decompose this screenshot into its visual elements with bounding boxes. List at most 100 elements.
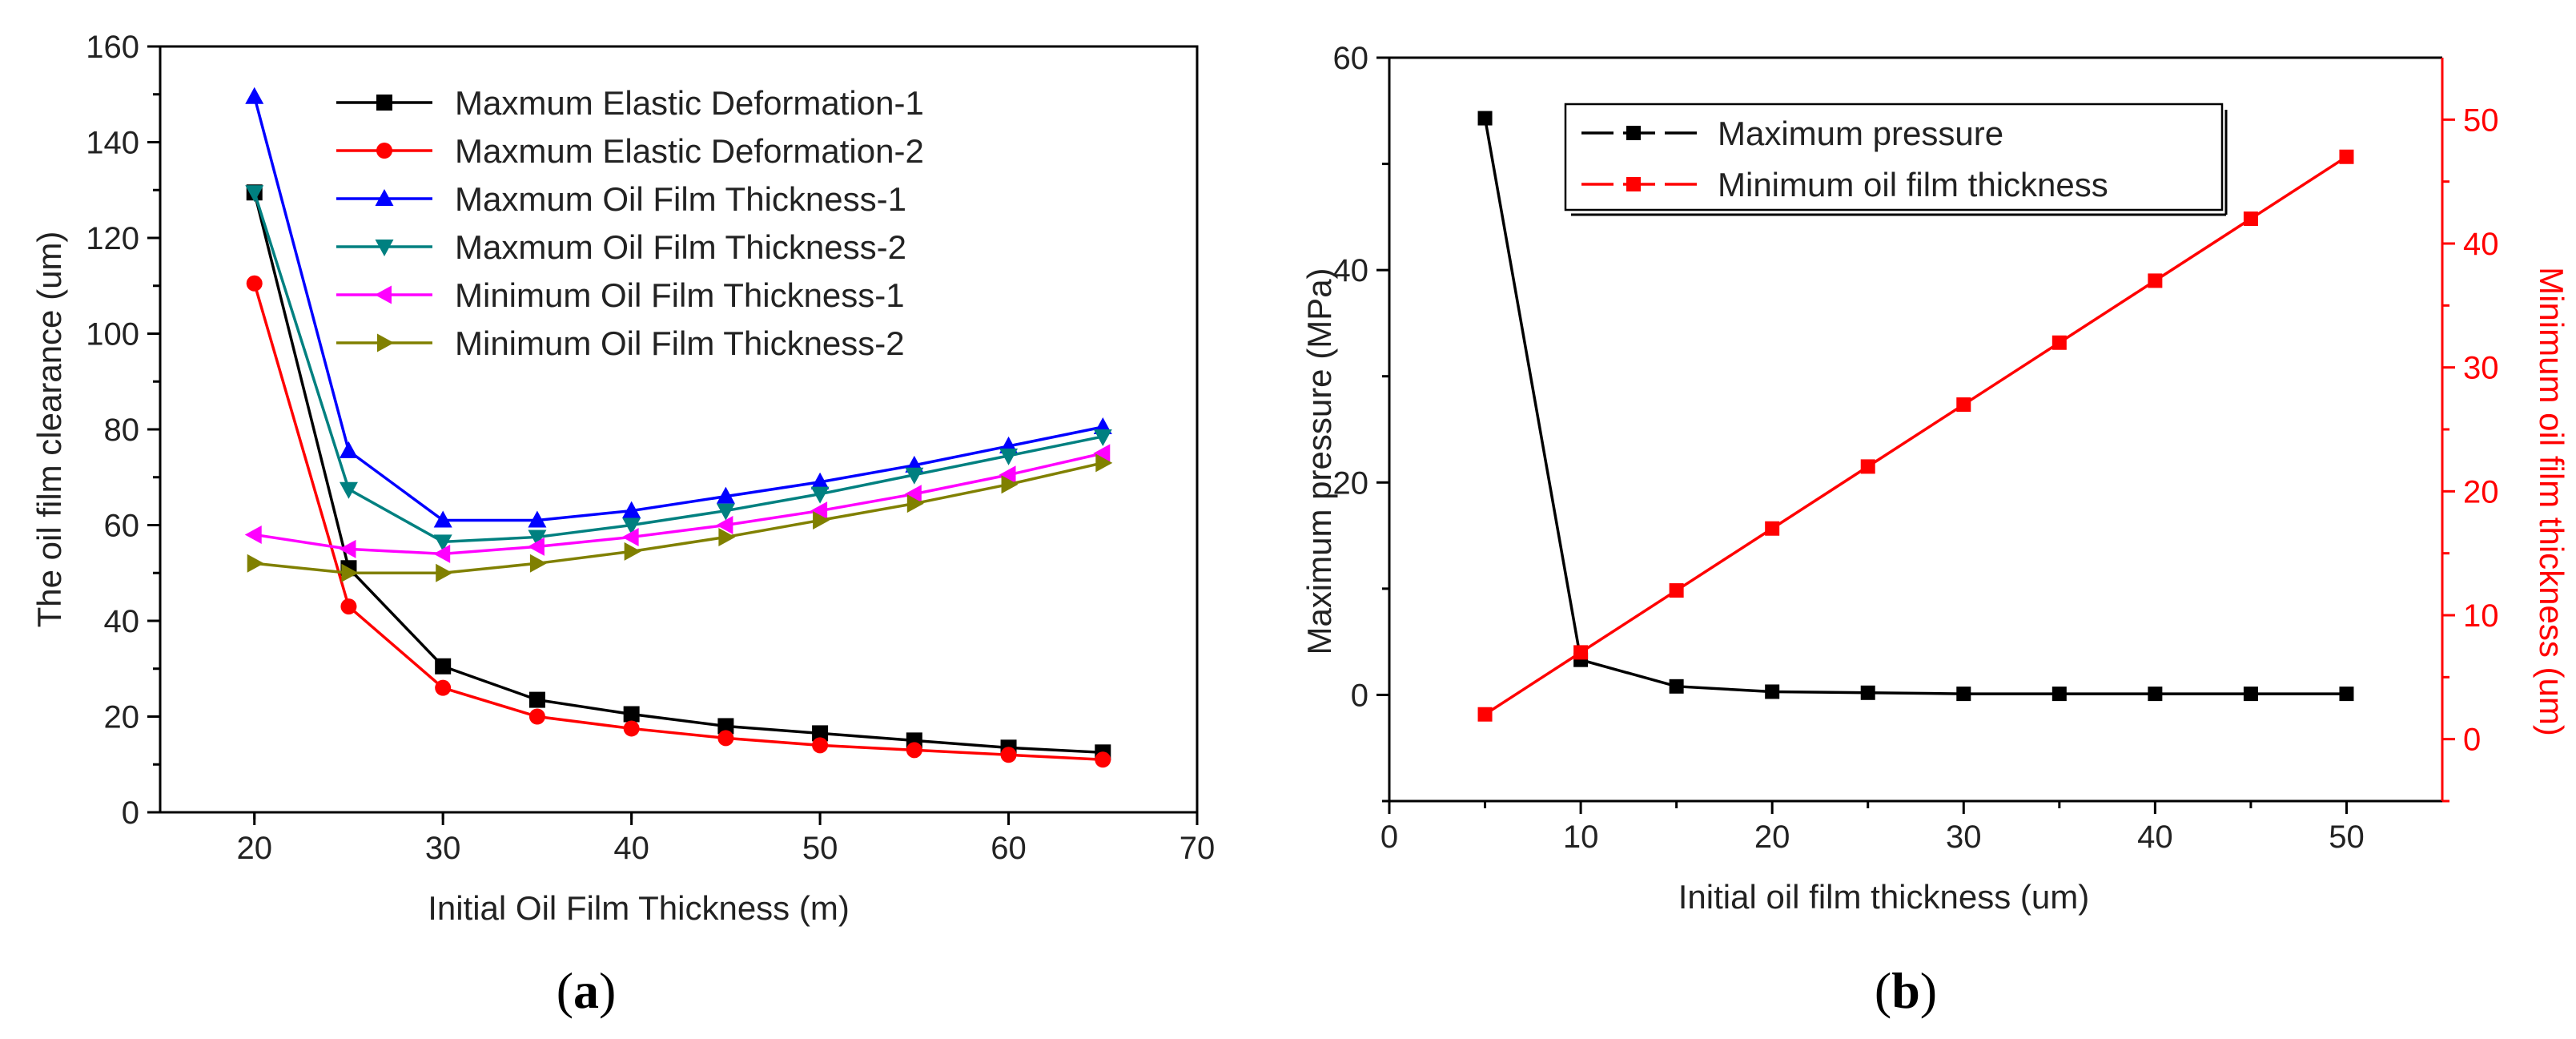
data-point — [1000, 747, 1017, 763]
data-point — [812, 725, 829, 742]
x-tick-label: 50 — [802, 831, 838, 866]
data-point — [435, 679, 452, 696]
data-point — [340, 598, 357, 615]
series-line-1 — [253, 191, 1103, 755]
data-point — [1669, 583, 1684, 598]
data-point — [622, 517, 641, 535]
data-point — [810, 501, 828, 521]
data-point — [810, 472, 830, 489]
data-point — [1477, 707, 1493, 722]
legend-box — [1564, 103, 2224, 211]
series-line-1 — [1483, 118, 2347, 695]
legend-marker — [377, 333, 394, 352]
data-point — [1669, 679, 1684, 694]
legend-label: Maximum pressure — [1718, 115, 2003, 152]
x-tick-label: 50 — [2329, 820, 2365, 855]
legend-label: Maxmum Elastic Deformation-1 — [455, 84, 924, 122]
right-tick-label: 40 — [2463, 227, 2499, 262]
series-line-2 — [1484, 155, 2348, 716]
data-point — [528, 510, 547, 528]
panel-label: b — [1891, 962, 1920, 1019]
series-line-4 — [253, 191, 1103, 544]
data-point — [1956, 397, 1971, 413]
data-point — [433, 534, 452, 552]
data-point — [529, 554, 547, 573]
data-point — [435, 658, 452, 675]
legend-marker — [376, 143, 392, 159]
data-point — [2243, 211, 2258, 227]
data-point — [904, 485, 922, 504]
data-point — [245, 87, 264, 104]
data-point — [247, 554, 264, 573]
data-point — [246, 275, 263, 292]
data-point — [245, 185, 264, 203]
data-point — [339, 481, 358, 499]
data-point — [2339, 149, 2354, 164]
x-tick-label: 70 — [1179, 831, 1216, 866]
data-point — [623, 706, 640, 723]
data-point — [905, 467, 924, 485]
y-tick-label: 0 — [1351, 678, 1368, 713]
data-point — [716, 516, 733, 534]
x-tick-label: 60 — [991, 831, 1027, 866]
x-axis-label: Initial oil film thickness (um) — [1678, 878, 2089, 916]
y-tick-label: 40 — [104, 604, 140, 639]
data-point — [906, 742, 922, 759]
data-point — [2148, 687, 2163, 702]
data-point — [1093, 429, 1112, 446]
legend-label: Maxmum Elastic Deformation-2 — [455, 132, 924, 170]
data-point — [716, 486, 735, 504]
panel-caption-b: (b) — [1875, 962, 1937, 1019]
data-point — [624, 542, 641, 561]
series-line-5 — [254, 452, 1103, 556]
data-point — [528, 708, 545, 725]
legend-label: Maxmum Oil Film Thickness-2 — [455, 228, 906, 266]
y-tick-label: 20 — [104, 700, 140, 735]
data-point — [717, 730, 734, 747]
series-line-6 — [254, 461, 1103, 574]
data-point — [1095, 751, 1111, 768]
data-point — [999, 448, 1019, 465]
data-point — [433, 544, 451, 563]
data-point — [1477, 111, 1493, 126]
y-tick-label: 120 — [86, 221, 139, 256]
x-tick-label: 10 — [1563, 820, 1599, 855]
y-axis-label: The oil film clearance (um) — [30, 232, 68, 628]
legend-marker — [375, 189, 394, 206]
data-point — [1093, 444, 1111, 463]
series-line-2 — [253, 283, 1103, 762]
right-axis-label: Minimum oil film thickness (um) — [2533, 267, 2570, 736]
data-point — [622, 501, 641, 518]
right-tick-label: 10 — [2463, 598, 2499, 634]
legend-marker — [1626, 126, 1641, 140]
data-point — [2339, 687, 2354, 702]
panel-label: a — [573, 962, 599, 1019]
series-line-3 — [253, 96, 1103, 522]
data-point — [433, 510, 452, 528]
data-point — [813, 511, 830, 530]
y-tick-label: 140 — [86, 126, 139, 161]
data-point — [528, 691, 545, 708]
x-tick-label: 20 — [236, 831, 272, 866]
data-point — [2243, 687, 2258, 702]
legend-marker — [375, 240, 394, 256]
legend-label: Minimum Oil Film Thickness-1 — [455, 276, 905, 314]
x-tick-label: 30 — [1946, 820, 1982, 855]
data-point — [1956, 687, 1971, 702]
legend-label: Minimum Oil Film Thickness-2 — [455, 324, 905, 362]
data-point — [2052, 687, 2067, 702]
y-tick-label: 100 — [86, 317, 139, 352]
x-tick-label: 40 — [2137, 820, 2173, 855]
data-point — [1765, 521, 1780, 536]
data-point — [528, 530, 547, 547]
legend-label: Minimum oil film thickness — [1718, 166, 2108, 203]
y-axis-label: Maximum pressure (MPa) — [1300, 268, 1338, 654]
y-tick-label: 0 — [122, 795, 139, 831]
data-point — [1860, 459, 1875, 474]
data-point — [339, 441, 358, 458]
y-tick-label: 60 — [104, 509, 140, 544]
data-point — [623, 720, 640, 737]
x-tick-label: 40 — [613, 831, 649, 866]
right-tick-label: 50 — [2463, 103, 2499, 138]
